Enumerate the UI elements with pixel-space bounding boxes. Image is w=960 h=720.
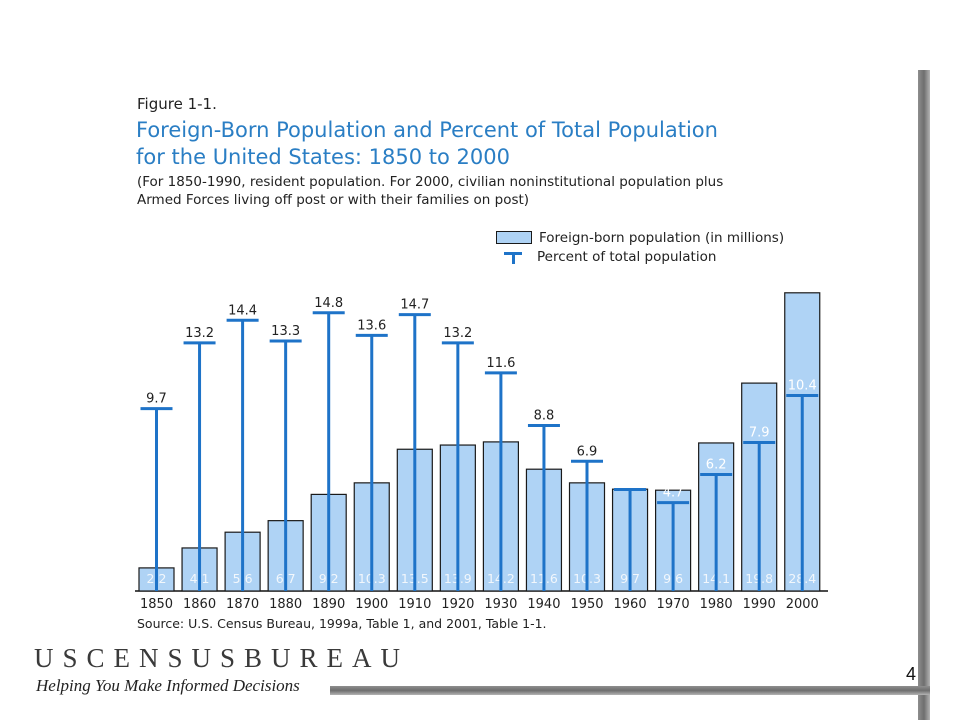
x-tick-label-1910: 1910	[398, 597, 431, 612]
x-tick-label-1850: 1850	[140, 597, 173, 612]
x-tick-label-1960: 1960	[614, 597, 647, 612]
legend-bar-label: Foreign-born population (in millions)	[539, 229, 785, 246]
percent-label-1930: 11.6	[486, 356, 515, 371]
legend-item-bars: Foreign-born population (in millions)	[496, 228, 784, 247]
percent-label-1940: 8.8	[534, 409, 555, 424]
percent-label-1880: 13.3	[271, 324, 300, 339]
x-tick-label-1880: 1880	[269, 597, 302, 612]
legend-percent-label: Percent of total population	[537, 248, 717, 265]
percent-label-1980: 6.2	[706, 457, 727, 472]
percent-label-1950: 6.9	[577, 444, 598, 459]
percent-label-1850: 9.7	[146, 392, 167, 407]
legend-t-marker-icon	[496, 250, 530, 264]
slide-frame-vertical	[918, 70, 930, 720]
chart-title-line-1: Foreign-Born Population and Percent of T…	[136, 118, 718, 142]
percent-label-1900: 13.6	[357, 318, 386, 333]
x-tick-label-1980: 1980	[700, 597, 733, 612]
x-tick-label-2000: 2000	[786, 597, 819, 612]
percent-label-1890: 14.8	[314, 296, 343, 311]
x-tick-label-1890: 1890	[312, 597, 345, 612]
percent-label-1910: 14.7	[400, 298, 429, 313]
chart-source: Source: U.S. Census Bureau, 1999a, Table…	[137, 616, 547, 631]
x-tick-label-1900: 1900	[355, 597, 388, 612]
percent-label-1990: 7.9	[749, 425, 770, 440]
chart-subtitle-line-2: Armed Forces living off post or with the…	[137, 192, 530, 208]
percent-label-1970: 4.7	[663, 486, 684, 501]
slide-frame-horizontal	[330, 686, 930, 695]
logo-text: USCENSUSBUREAU	[34, 643, 410, 673]
chart-title: Foreign-Born Population and Percent of T…	[136, 117, 836, 171]
percent-label-1870: 14.4	[228, 303, 257, 318]
percent-label-1960: 5.4	[620, 472, 641, 487]
tagline: Helping You Make Informed Decisions	[36, 676, 300, 695]
chart-subtitle: (For 1850-1990, resident population. For…	[137, 173, 817, 209]
x-tick-label-1940: 1940	[527, 597, 560, 612]
figure-label: Figure 1-1.	[137, 95, 217, 113]
x-tick-label-1920: 1920	[441, 597, 474, 612]
x-tick-label-1970: 1970	[657, 597, 690, 612]
x-tick-label-1860: 1860	[183, 597, 216, 612]
percent-label-2000: 10.4	[788, 378, 817, 393]
x-tick-label-1930: 1930	[484, 597, 517, 612]
x-tick-label-1870: 1870	[226, 597, 259, 612]
page-number: 4	[906, 664, 917, 684]
percent-label-1860: 13.2	[185, 326, 214, 341]
x-tick-label-1950: 1950	[570, 597, 603, 612]
legend-bar-swatch	[496, 231, 532, 244]
x-tick-label-1990: 1990	[743, 597, 776, 612]
census-bureau-logo: USCENSUSBUREAU	[34, 643, 409, 674]
chart-subtitle-line-1: (For 1850-1990, resident population. For…	[137, 174, 724, 190]
chart-legend: Foreign-born population (in millions) Pe…	[496, 228, 784, 266]
legend-item-percent: Percent of total population	[496, 247, 784, 266]
percent-label-1920: 13.2	[443, 326, 472, 341]
chart-title-line-2: for the United States: 1850 to 2000	[136, 145, 510, 169]
